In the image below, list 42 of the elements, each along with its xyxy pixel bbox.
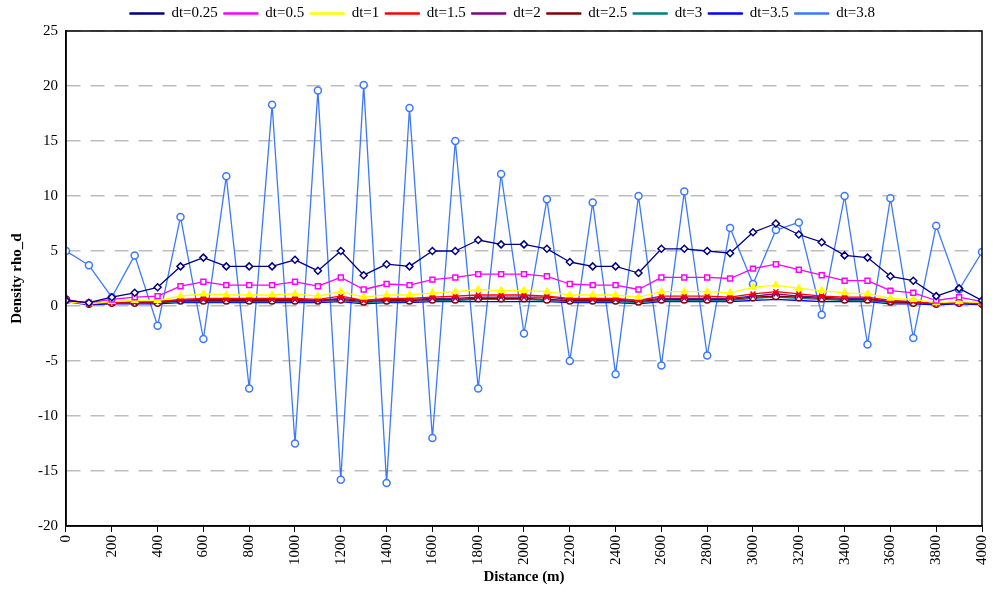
legend-label: dt=0.25 (171, 4, 218, 21)
x-tick-label: 3800 (927, 535, 944, 565)
x-tick-label: 3400 (835, 535, 852, 565)
legend-label: dt=2.5 (588, 4, 628, 21)
y-tick-label: -5 (45, 351, 58, 368)
x-tick-label: 3200 (789, 535, 806, 565)
y-tick-label: 5 (50, 241, 58, 258)
y-tick-label: 10 (43, 186, 58, 203)
legend-label: dt=1.5 (426, 4, 466, 21)
y-tick-label: -10 (38, 406, 58, 423)
x-tick-label: 1400 (377, 535, 394, 565)
legend-label: dt=3 (674, 4, 703, 21)
x-tick-label: 4000 (972, 535, 989, 565)
x-tick-label: 2000 (514, 535, 531, 565)
x-tick-label: 2400 (606, 535, 623, 565)
x-tick-label: 1600 (423, 535, 440, 565)
x-tick-label: 2600 (652, 535, 669, 565)
x-tick-label: 2200 (560, 535, 577, 565)
x-tick-label: 200 (102, 535, 119, 558)
legend-label: dt=1 (351, 4, 380, 21)
y-tick-label: 15 (43, 131, 58, 148)
x-tick-label: 2800 (698, 535, 715, 565)
x-tick-label: 1200 (331, 535, 348, 565)
x-axis-title: Distance (m) (483, 567, 565, 585)
y-axis-title: Density rho_d (7, 232, 24, 324)
y-tick-label: -20 (38, 516, 58, 533)
y-tick-label: 0 (50, 296, 58, 313)
x-tick-label: 600 (194, 535, 211, 558)
x-tick-label: 1800 (469, 535, 486, 565)
x-tick-label: 400 (148, 535, 165, 558)
x-tick-label: 0 (56, 535, 73, 543)
legend-label: dt=0.5 (265, 4, 305, 21)
y-tick-label: 20 (43, 76, 58, 93)
legend-label: dt=2 (513, 4, 541, 21)
x-tick-label: 800 (240, 535, 257, 558)
y-tick-label: 25 (43, 21, 58, 38)
x-tick-label: 1000 (285, 535, 302, 565)
x-tick-label: 3000 (743, 535, 760, 565)
x-tick-label: 3600 (881, 535, 898, 565)
y-tick-label: -15 (38, 461, 58, 478)
legend-label: dt=3.5 (749, 4, 789, 21)
legend-label: dt=3.8 (836, 4, 876, 21)
